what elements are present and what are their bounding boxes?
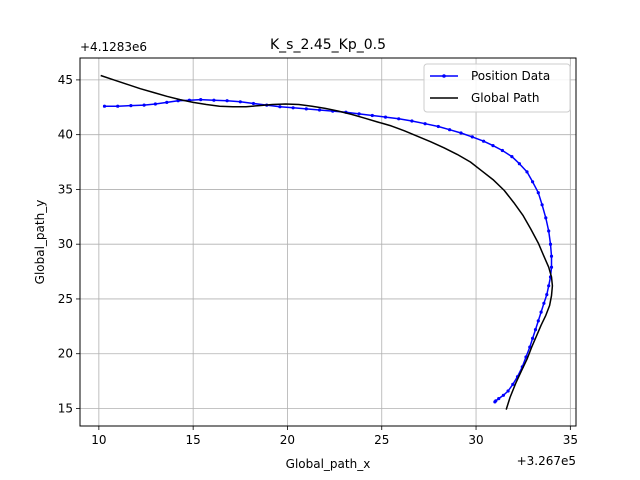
data-point-position-data [116,104,120,108]
data-point-position-data [129,104,133,108]
data-point-position-data [238,100,242,104]
data-point-position-data [549,265,554,269]
x-axis-label: Global_path_x [286,457,371,471]
x-tick-label: 35 [563,433,578,447]
legend: Position Data Global Path [423,63,571,113]
data-point-position-data [357,112,361,116]
data-point-position-data [448,128,452,132]
y-tick-label: 30 [58,237,73,251]
series-layer [100,74,554,410]
data-point-position-data [511,382,515,386]
data-point-position-data [547,229,551,233]
data-point-position-data [497,397,501,401]
data-point-position-data [212,98,216,102]
data-point-position-data [482,139,486,143]
data-point-position-data [493,400,497,404]
data-point-position-data [540,203,544,207]
grid [80,58,576,426]
data-point-position-data [470,135,474,139]
y-offset-label: +4.1283e6 [80,40,147,54]
legend-label-global-path: Global Path [471,91,539,105]
data-point-position-data [548,242,553,246]
data-point-position-data [533,328,538,332]
data-point-position-data [531,336,535,340]
y-axis-label: Global_path_y [33,200,47,285]
data-point-position-data [291,106,295,110]
legend-marker-position-data [442,74,446,78]
series-line-global-path [100,74,554,410]
data-point-position-data [278,105,282,109]
y-tick-label: 15 [58,401,73,415]
data-point-position-data [251,101,256,106]
data-point-position-data [165,100,169,104]
chart-title: K_s_2.45_Kp_0.5 [270,37,386,53]
data-point-position-data [317,108,322,112]
data-point-position-data [517,162,522,166]
data-point-position-data [549,254,554,258]
legend-box [423,63,571,113]
y-tick-label: 40 [58,128,73,142]
data-point-position-data [491,144,495,148]
y-tick-label: 35 [58,182,73,196]
data-point-position-data [545,293,549,297]
data-point-position-data [542,301,546,305]
data-point-position-data [383,115,388,119]
data-point-position-data [410,119,414,123]
x-tick-label: 20 [280,433,295,447]
x-offset-label: +3.267e5 [517,454,576,468]
x-tick-label: 30 [468,433,483,447]
data-point-position-data [225,99,229,103]
data-point-position-data [423,122,427,126]
data-point-position-data [199,98,203,102]
x-tick-label: 15 [186,433,201,447]
data-point-position-data [539,310,543,314]
y-axis-ticks: 15 20 25 30 35 40 45 [58,73,80,415]
data-point-position-data [510,155,514,159]
data-point-position-data [102,104,107,108]
data-point-position-data [397,117,401,121]
data-point-position-data [525,170,529,174]
data-point-position-data [500,148,504,153]
data-point-position-data [547,284,551,288]
data-point-position-data [459,131,463,135]
x-axis-ticks: 10 15 20 25 30 35 [91,426,578,447]
data-point-position-data [153,102,157,106]
y-tick-label: 25 [58,292,73,306]
data-point-position-data [436,124,440,129]
data-point-position-data [544,216,548,220]
y-tick-label: 45 [58,73,73,87]
x-tick-label: 25 [374,433,389,447]
data-point-position-data [370,113,374,118]
data-point-position-data [506,389,510,393]
legend-label-position-data: Position Data [471,69,550,83]
data-point-position-data [304,107,308,111]
plot-frame [79,57,577,427]
data-point-position-data [142,103,146,107]
data-point-position-data [501,393,505,397]
x-tick-label: 10 [91,433,106,447]
data-point-position-data [531,180,535,184]
y-tick-label: 20 [58,347,73,361]
data-point-position-data [536,319,540,323]
data-point-position-data [536,191,540,195]
